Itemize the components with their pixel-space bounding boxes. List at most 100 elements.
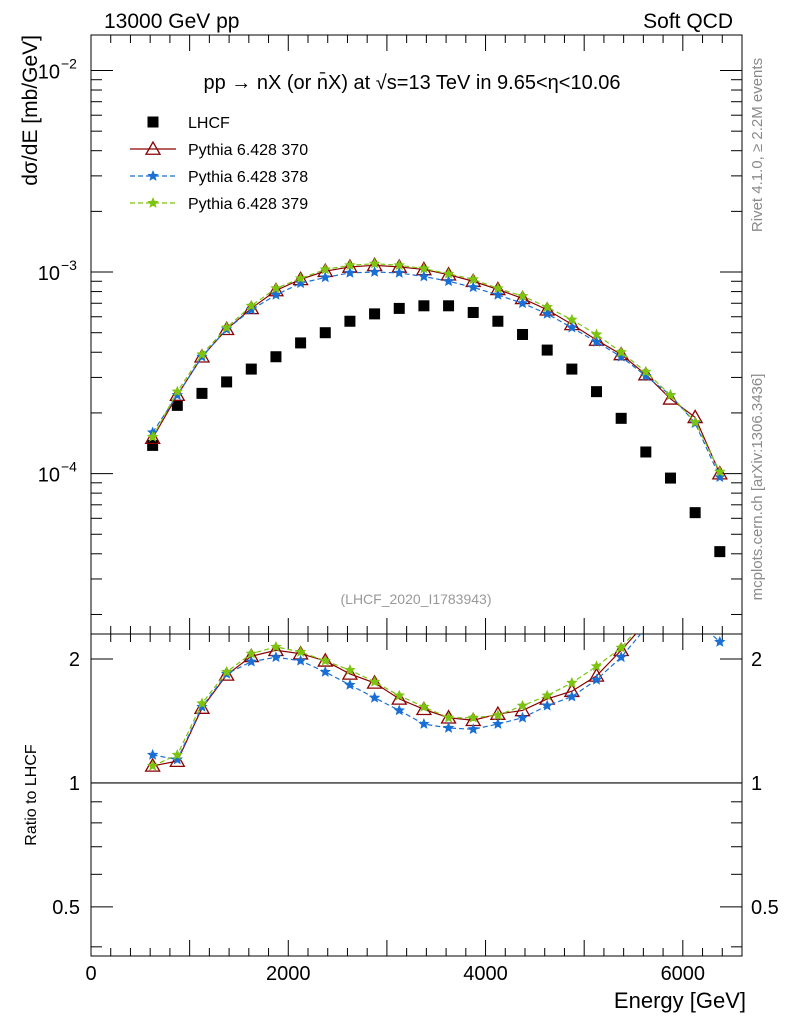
ratio-point	[368, 691, 381, 703]
main-y-axis-label: dσ/dE [mb/GeV]	[19, 35, 42, 186]
ratio-point	[391, 690, 408, 705]
data-point	[369, 308, 381, 320]
ratio-point	[270, 640, 282, 652]
ratio-point	[393, 704, 405, 716]
data-point	[171, 399, 183, 411]
data-point	[270, 282, 282, 294]
data-point	[689, 507, 701, 519]
data-point	[418, 270, 430, 282]
ratio-point	[541, 699, 553, 711]
data-point	[516, 297, 529, 309]
data-point	[221, 376, 233, 388]
data-point	[516, 290, 529, 301]
data-point	[344, 266, 356, 278]
legend-marker	[147, 170, 159, 181]
ratio-point	[688, 612, 702, 624]
ratio-point	[442, 721, 455, 733]
ratio-point	[319, 654, 331, 666]
data-point	[319, 263, 331, 275]
data-point	[664, 389, 677, 401]
ratio-point	[492, 718, 504, 729]
ratio-point	[590, 673, 603, 685]
ratio-point	[713, 612, 727, 624]
legend-item: Pythia 6.428 379	[130, 196, 308, 213]
ratio-point	[640, 613, 651, 624]
ratio-axis-ticks	[90, 634, 743, 956]
ratio-point	[665, 613, 676, 624]
data-point	[196, 348, 208, 360]
ratio-point	[245, 647, 257, 659]
ratio-point	[193, 699, 211, 714]
ratio-point	[663, 612, 677, 624]
data-point	[613, 346, 630, 361]
ratio-y-tick-label-right: 1	[751, 773, 762, 795]
data-point	[245, 299, 257, 311]
data-point	[245, 363, 257, 375]
ratio-point	[418, 718, 430, 729]
data-point	[566, 363, 578, 375]
mcplots-label: mcplots.cern.ch [arXiv:1306.3436]	[749, 374, 766, 601]
ratio-point	[171, 748, 184, 760]
data-point	[590, 335, 603, 347]
data-point	[467, 281, 479, 293]
data-point	[591, 386, 603, 398]
data-point	[442, 267, 455, 279]
x-tick-label: 4000	[463, 963, 508, 985]
ratio-point	[418, 700, 430, 712]
ratio-point	[393, 689, 405, 701]
x-tick-label: 2000	[266, 963, 311, 985]
header-right: Soft QCD	[643, 10, 733, 33]
y-tick-label-exponent: −3	[61, 257, 77, 273]
data-point	[637, 366, 654, 381]
ratio-point	[566, 676, 578, 688]
ratio-point	[294, 654, 307, 666]
data-point	[615, 350, 627, 362]
ratio-point	[344, 678, 356, 690]
ratio-point	[366, 674, 383, 689]
ratio-point	[442, 711, 455, 723]
data-point	[640, 365, 652, 377]
data-point	[714, 546, 726, 558]
ratio-point	[294, 645, 307, 657]
y-tick-label-exponent: −4	[61, 459, 77, 475]
x-tick-label: 0	[85, 963, 96, 985]
ratio-point	[640, 622, 651, 633]
ratio-point	[270, 651, 282, 663]
ratio-y-tick-label-right: 0.5	[751, 897, 779, 919]
ratio-point	[245, 655, 257, 667]
legend-item: Pythia 6.428 370	[130, 140, 308, 159]
ratio-point	[218, 666, 235, 681]
data-point	[590, 328, 603, 340]
data-point	[220, 321, 233, 333]
ratio-point	[220, 665, 233, 677]
x-axis-label: Energy [GeV]	[614, 988, 746, 1013]
ratio-line	[152, 634, 637, 767]
data-point	[689, 416, 701, 427]
ratio-line	[152, 634, 721, 761]
data-point	[147, 439, 159, 451]
series-pythia-6-428-378	[146, 266, 726, 483]
legend-marker	[147, 116, 159, 128]
ratio-frame	[90, 633, 743, 957]
data-point	[566, 321, 578, 333]
ratio-point	[467, 711, 479, 723]
data-point	[588, 331, 605, 346]
data-point	[615, 412, 627, 424]
ratio-series	[144, 612, 727, 772]
data-point	[319, 271, 331, 283]
ratio-point	[714, 613, 725, 624]
series-line	[152, 271, 721, 478]
main-axis-ticks	[90, 35, 743, 634]
data-point	[146, 430, 159, 442]
data-point	[294, 272, 307, 284]
data-point	[393, 302, 405, 314]
legend-item: LHCF	[147, 115, 230, 132]
series-pythia-6-428-379	[146, 257, 726, 477]
data-point	[294, 277, 307, 289]
data-point	[344, 259, 356, 271]
data-point	[368, 266, 381, 277]
ratio-point	[196, 697, 208, 709]
ratio-y-tick-label: 2	[69, 649, 80, 671]
data-point	[393, 266, 405, 278]
